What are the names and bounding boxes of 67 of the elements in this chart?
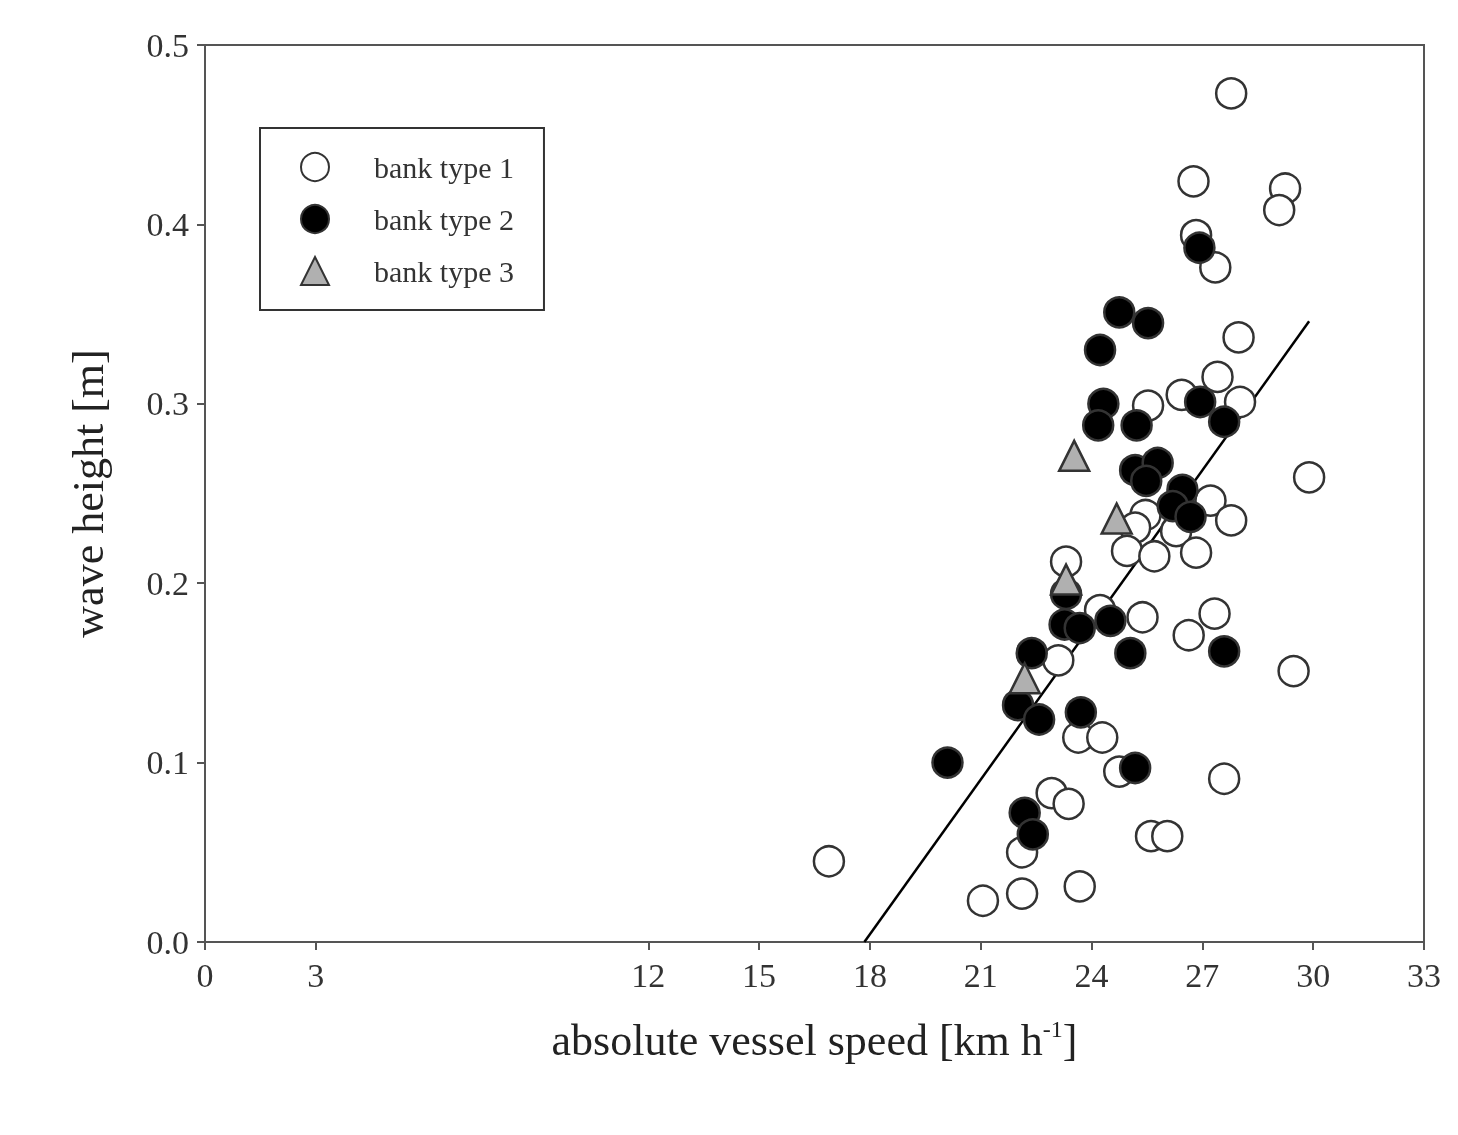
point [1083,333,1117,367]
point [1022,703,1056,736]
point [966,884,1000,917]
point [1114,636,1147,670]
point [1063,611,1096,645]
legend-label: bank type 2 [374,202,514,236]
x-tick-label: 0 [196,956,214,994]
x-tick-label: 18 [852,956,887,994]
point [931,746,964,779]
point [1179,536,1213,569]
y-axis-title: wave height [m] [63,349,113,638]
y-tick-label: 0.2 [146,564,189,602]
y-tick-label: 0.0 [146,923,189,961]
point [1131,306,1165,340]
point [1063,870,1096,903]
point [1222,321,1255,354]
point [1086,721,1119,754]
point [1120,409,1153,442]
x-tick-label: 3 [307,956,325,994]
x-tick-label: 21 [963,956,998,994]
point [1052,787,1085,821]
point [1151,819,1184,853]
x-tick-label: 12 [631,956,666,994]
point [1214,77,1248,110]
point [1118,751,1152,785]
point [1057,439,1091,473]
point [1094,604,1127,638]
point [1015,636,1048,670]
point [1049,563,1083,596]
point [1201,360,1234,394]
y-tick-label: 0.1 [146,744,189,782]
point [1183,385,1217,419]
x-tick-label: 33 [1407,956,1441,994]
x-tick-label: 30 [1296,956,1331,994]
point [1207,635,1241,668]
y-tick-label: 0.3 [146,385,189,423]
point [1262,193,1296,227]
point [1016,818,1050,851]
point [1183,231,1216,264]
legend-label: bank type 3 [374,254,514,288]
point [1005,877,1039,910]
point [1214,504,1248,537]
point [1008,662,1041,695]
x-tick-label: 27 [1185,956,1220,994]
point [1138,540,1171,573]
point [1177,165,1210,198]
x-tick-label: 24 [1074,956,1109,994]
x-tick-label: 15 [742,956,777,994]
point [1130,464,1163,498]
point [1103,296,1136,329]
point [1172,618,1205,652]
point [1174,500,1207,534]
legend-label: bank type 1 [374,150,514,184]
y-tick-label: 0.5 [146,26,189,64]
point [1292,461,1326,494]
point [1277,654,1310,688]
point [1100,502,1133,535]
point [1198,597,1231,630]
point [1081,409,1115,442]
point [1042,644,1075,677]
point [1110,534,1144,568]
point [812,845,846,878]
point [1126,601,1159,634]
point [1064,696,1098,729]
y-tick-label: 0.4 [146,205,189,243]
point [1207,405,1241,438]
point [1207,762,1241,795]
